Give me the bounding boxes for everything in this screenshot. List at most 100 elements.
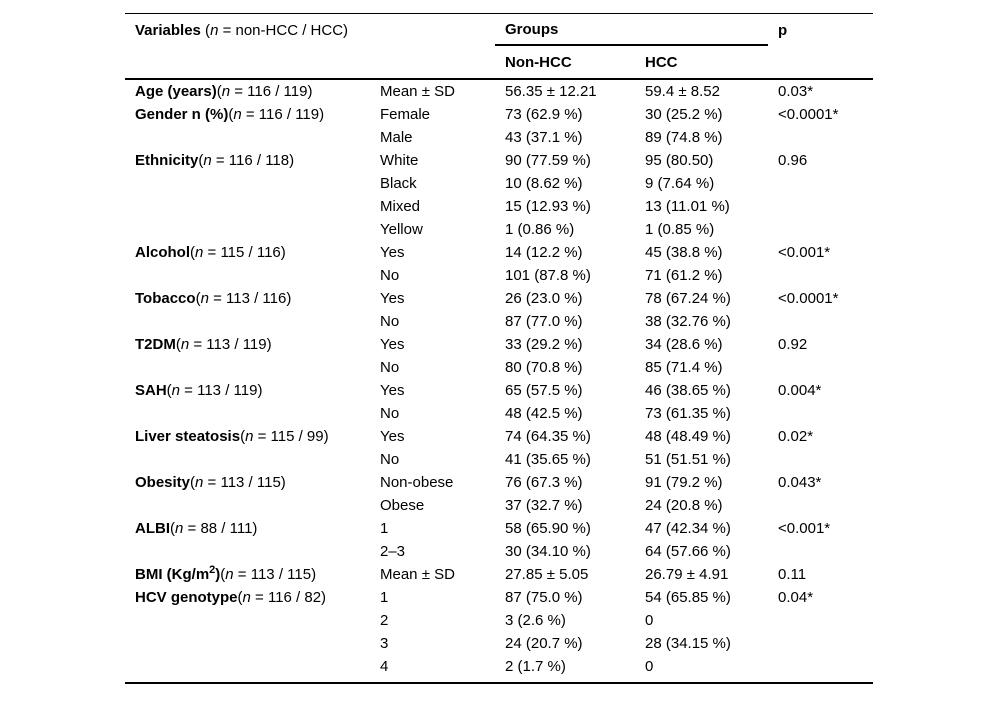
- nonhcc-value-cell: 65 (57.5 %): [495, 379, 635, 402]
- p-value-cell: [768, 356, 873, 379]
- n-counts: = 116 / 82): [250, 589, 327, 606]
- p-value-cell: [768, 195, 873, 218]
- variable-cell: Tobacco(n = 113 / 116): [125, 287, 370, 310]
- n-symbol: n: [221, 83, 231, 100]
- hcc-value-cell: 1 (0.85 %): [635, 218, 768, 241]
- n-open-paren: (: [198, 152, 204, 169]
- variable-cell: Obesity(n = 113 / 115): [125, 471, 370, 494]
- n-symbol: n: [242, 589, 251, 606]
- table-row: Mixed 15 (12.93 %) 13 (11.01 %): [125, 195, 873, 218]
- n-counts: = 113 / 115): [233, 566, 317, 583]
- variable-label: Alcohol: [135, 244, 190, 261]
- variable-cell: ALBI(n = 88 / 111): [125, 517, 370, 540]
- variable-cell: [125, 310, 370, 333]
- hcc-value-cell: 51 (51.51 %): [635, 448, 768, 471]
- table-row: No 41 (35.65 %) 51 (51.51 %): [125, 448, 873, 471]
- category-cell: 2: [370, 609, 495, 632]
- table-body: Age (years)(n = 116 / 119) Mean ± SD 56.35…: [125, 80, 873, 678]
- p-value-cell: [768, 609, 873, 632]
- nonhcc-value: 73 (62.9 %): [505, 106, 583, 123]
- category-cell: Mean ± SD: [370, 563, 495, 586]
- nonhcc-value-cell: 15 (12.93 %): [495, 195, 635, 218]
- nonhcc-value: 27.85 ± 5.05: [505, 566, 589, 583]
- hcc-value-cell: 85 (71.4 %): [635, 356, 768, 379]
- hcc-value: 9 (7.64 %): [645, 175, 715, 192]
- n-counts: = 116 / 119): [230, 83, 313, 100]
- category-cell: No: [370, 356, 495, 379]
- p-value-cell: [768, 540, 873, 563]
- variable-cell: Liver steatosis(n = 115 / 99): [125, 425, 370, 448]
- variable-cell: [125, 609, 370, 632]
- n-symbol: n: [171, 382, 181, 399]
- hcc-value-cell: 24 (20.8 %): [635, 494, 768, 517]
- p-value-cell: 0.004*: [768, 379, 873, 402]
- variable-cell: [125, 402, 370, 425]
- variables-header-rest: = non-HCC / HCC): [218, 21, 349, 39]
- variable-label: Tobacco: [135, 290, 196, 307]
- table-row: No 101 (87.8 %) 71 (61.2 %): [125, 264, 873, 287]
- table-row: Obese 37 (32.7 %) 24 (20.8 %): [125, 494, 873, 517]
- hcc-value-cell: 30 (25.2 %): [635, 103, 768, 126]
- variable-cell: Ethnicity(n = 116 / 118): [125, 149, 370, 172]
- n-symbol: n: [200, 290, 209, 307]
- category-cell: Yes: [370, 379, 495, 402]
- n-counts: = 116 / 119): [241, 106, 325, 123]
- n-open-paren: (: [166, 382, 172, 399]
- header-row-subgroups: Non-HCC HCC: [125, 46, 873, 78]
- category-label: Female: [380, 106, 431, 123]
- category-label: Yes: [380, 244, 405, 261]
- nonhcc-value: 56.35 ± 12.21: [505, 83, 597, 100]
- nonhcc-value-cell: 90 (77.59 %): [495, 149, 635, 172]
- table-row: 4 2 (1.7 %) 0: [125, 655, 873, 678]
- hcc-value: 89 (74.8 %): [645, 129, 723, 146]
- hcc-value-cell: 64 (57.66 %): [635, 540, 768, 563]
- n-counts: = 88 / 111): [183, 520, 258, 537]
- empty-header-cell: [370, 46, 495, 78]
- category-cell: Yes: [370, 287, 495, 310]
- table-row: No 87 (77.0 %) 38 (32.76 %): [125, 310, 873, 333]
- n-open-paren: (: [228, 106, 234, 123]
- category-cell: Obese: [370, 494, 495, 517]
- p-value-cell: [768, 218, 873, 241]
- n-symbol: n: [195, 244, 204, 261]
- hcc-value: 85 (71.4 %): [645, 359, 723, 376]
- category-label: No: [380, 405, 400, 422]
- category-label: Yes: [380, 290, 405, 307]
- n-counts: = 113 / 119): [180, 382, 263, 399]
- category-cell: 1: [370, 517, 495, 540]
- variable-cell: [125, 494, 370, 517]
- category-label: 3: [380, 635, 389, 652]
- variable-cell: [125, 540, 370, 563]
- hcc-value: 47 (42.34 %): [645, 520, 731, 537]
- table-row: Obesity(n = 113 / 115) Non-obese 76 (67.3 …: [125, 471, 873, 494]
- hcc-value-cell: 0: [635, 655, 768, 678]
- nonhcc-value: 43 (37.1 %): [505, 129, 583, 146]
- hcc-value: 73 (61.35 %): [645, 405, 731, 422]
- hcc-value-cell: 28 (34.15 %): [635, 632, 768, 655]
- n-open-paren: (: [216, 83, 222, 100]
- p-value: <0.001*: [778, 244, 831, 261]
- hcc-value-cell: 89 (74.8 %): [635, 126, 768, 149]
- category-cell: Yes: [370, 425, 495, 448]
- table-row: Liver steatosis(n = 115 / 99) Yes 74 (64.3…: [125, 425, 873, 448]
- nonhcc-value-cell: 1 (0.86 %): [495, 218, 635, 241]
- category-label: No: [380, 451, 400, 468]
- nonhcc-value-cell: 30 (34.10 %): [495, 540, 635, 563]
- variable-cell: SAH(n = 113 / 119): [125, 379, 370, 402]
- table-row: Tobacco(n = 113 / 116) Yes 26 (23.0 %) 78 (…: [125, 287, 873, 310]
- table-row: 3 24 (20.7 %) 28 (34.15 %): [125, 632, 873, 655]
- variable-label: Liver steatosis: [135, 428, 241, 445]
- category-cell: 1: [370, 586, 495, 609]
- hcc-value-cell: 48 (48.49 %): [635, 425, 768, 448]
- category-label: Male: [380, 129, 413, 146]
- variables-header-cell: Variables (n = non-HCC / HCC): [125, 14, 495, 46]
- nonhcc-value: 30 (34.10 %): [505, 543, 591, 560]
- p-value-cell: <0.0001*: [768, 103, 873, 126]
- p-value-cell: 0.92: [768, 333, 873, 356]
- category-label: Obese: [380, 497, 425, 514]
- variable-label: Gender n (%): [135, 106, 229, 123]
- n-open-paren: (: [190, 474, 196, 491]
- p-value-cell: 0.96: [768, 149, 873, 172]
- nonhcc-value-cell: 27.85 ± 5.05: [495, 563, 635, 586]
